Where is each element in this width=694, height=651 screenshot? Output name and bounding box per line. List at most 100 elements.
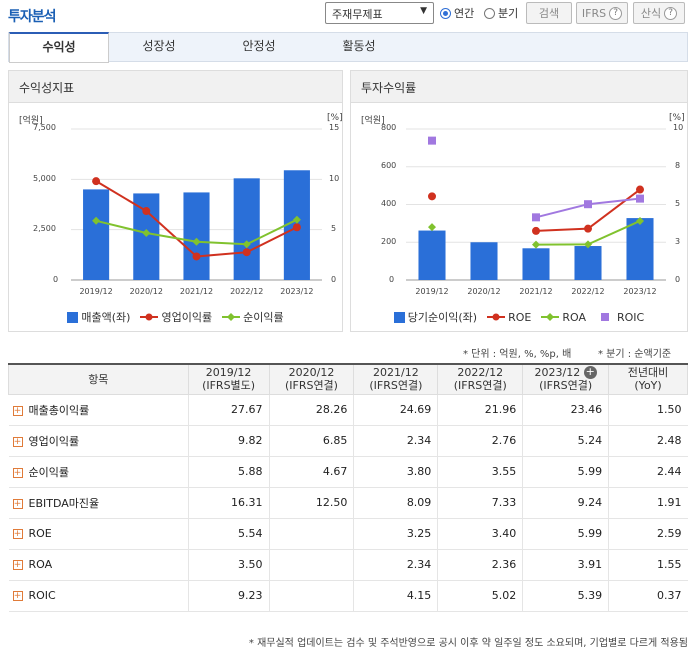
y-right-tick: 10 <box>329 174 340 183</box>
data-point <box>292 223 301 232</box>
series-line <box>535 227 589 232</box>
data-point <box>142 228 151 237</box>
value-cell: 7.33 <box>437 487 523 519</box>
data-point <box>428 136 436 145</box>
unit-note: * 단위 : 억원, %, %p, 배 <box>463 349 572 360</box>
series-line <box>196 251 247 258</box>
expand-icon[interactable]: + <box>12 467 23 478</box>
return-chart: 2019/12 2020/12 2021/12 2022/12 2023/12 <box>406 128 666 296</box>
bar <box>522 248 550 280</box>
legend-item[interactable]: 당기순이익(좌) <box>393 309 477 325</box>
data-point <box>532 213 540 222</box>
chart-legend: 매출액(좌) 영업이익률 순이익률 <box>9 309 342 325</box>
table-row: + ROA 3.50 2.34 2.36 3.91 1.55 <box>8 549 688 581</box>
value-cell: 5.24 <box>522 425 609 457</box>
value-cell: 4.15 <box>353 580 438 612</box>
value-cell: 4.67 <box>268 456 354 488</box>
row-label-cell[interactable]: + ROE <box>8 518 189 550</box>
formula-button[interactable]: 산식 ? <box>633 2 685 24</box>
x-tick-label: 2022/12 <box>571 287 604 296</box>
legend-item[interactable]: ROIC <box>596 309 644 325</box>
value-cell: 2.76 <box>437 425 523 457</box>
bar <box>470 242 498 280</box>
radio-annual-dot[interactable] <box>440 7 451 19</box>
legend-line-swatch <box>487 313 506 321</box>
left-axis-unit: [억원] <box>19 116 43 126</box>
row-label-cell[interactable]: + ROIC <box>8 580 189 612</box>
table-row: + ROE 5.54 3.25 3.40 5.99 2.59 <box>8 518 688 550</box>
expand-icon[interactable]: + <box>12 591 23 601</box>
row-label-cell[interactable]: + 순이익률 <box>8 456 189 488</box>
tab-profitability[interactable]: 수익성 <box>9 32 109 63</box>
legend-item[interactable]: ROE <box>487 309 531 325</box>
legend-item[interactable]: 영업이익률 <box>140 309 212 325</box>
legend-label: ROA <box>562 310 586 324</box>
left-axis-unit: [억원] <box>361 116 385 126</box>
y-right-tick: 3 <box>675 237 681 246</box>
value-cell: 3.80 <box>353 456 438 488</box>
yoy-cell: 2.44 <box>608 456 688 488</box>
value-cell: 16.31 <box>187 487 270 519</box>
table-header-row: 항목 2019/12 (IFRS별도) 2020/12 (IFRS연결) 2021/… <box>8 363 688 395</box>
legend-item[interactable]: ROA <box>541 309 586 325</box>
y-right-tick: 15 <box>329 123 340 132</box>
value-cell: 3.50 <box>187 549 270 581</box>
formula-button-label: 산식 <box>640 7 662 20</box>
row-label-cell[interactable]: + 매출총이익률 <box>8 394 189 426</box>
radio-annual[interactable]: 연간 <box>440 5 474 21</box>
yoy-cell: 2.59 <box>608 518 688 550</box>
value-cell: 2.34 <box>353 425 438 457</box>
row-label-cell[interactable]: + 영업이익률 <box>8 425 189 457</box>
header-yoy-label: 전년대비 <box>627 366 669 380</box>
value-cell: 8.09 <box>353 487 438 519</box>
header-period: 2020/12 (IFRS연결) <box>268 363 355 395</box>
y-left-tick: 600 <box>381 161 397 170</box>
value-cell: 24.69 <box>353 394 438 426</box>
expand-icon[interactable]: + <box>12 405 23 416</box>
value-cell: 28.26 <box>268 394 354 426</box>
tab-activity[interactable]: 활동성 <box>342 39 376 53</box>
row-label-cell[interactable]: + ROA <box>8 549 189 581</box>
row-label-cell[interactable]: + EBITDA마진율 <box>8 487 189 519</box>
radio-quarter-dot[interactable] <box>484 7 495 19</box>
bar <box>418 230 446 280</box>
radio-quarter[interactable]: 분기 <box>484 5 518 21</box>
add-column-icon[interactable]: + <box>583 365 597 380</box>
expand-icon[interactable]: + <box>12 560 23 570</box>
value-cell: 21.96 <box>437 394 523 426</box>
x-tick-label: 2022/12 <box>230 287 263 296</box>
help-icon: ? <box>609 6 623 20</box>
header-yoy-sub: (YoY) <box>634 379 662 393</box>
profitability-table: 항목 2019/12 (IFRS별도) 2020/12 (IFRS연결) 2021/… <box>8 363 688 612</box>
table-row: + 영업이익률 9.82 6.85 2.34 2.76 5.24 2.48 <box>8 425 688 457</box>
legend-item[interactable]: 순이익률 <box>222 309 284 325</box>
help-icon: ? <box>664 6 678 20</box>
right-axis-unit: [%] <box>327 113 343 123</box>
series-line <box>95 219 147 234</box>
legend-item[interactable]: 매출액(좌) <box>67 309 130 325</box>
search-button[interactable]: 검색 <box>526 2 572 24</box>
tab-stability[interactable]: 안정성 <box>242 39 276 53</box>
value-cell: 5.99 <box>522 518 609 550</box>
series-line <box>535 203 589 219</box>
statement-select-value: 주재무제표 <box>332 8 383 21</box>
panel-title: 투자수익률 <box>351 71 687 103</box>
expand-icon[interactable]: + <box>12 498 23 509</box>
legend-bar-swatch <box>393 311 405 323</box>
value-cell: 5.99 <box>522 456 609 488</box>
expand-icon[interactable]: + <box>12 529 23 539</box>
series-line <box>145 210 198 258</box>
x-tick-label: 2020/12 <box>467 287 500 296</box>
statement-select[interactable]: 주재무제표 ▼ <box>325 2 434 24</box>
x-tick-label: 2023/12 <box>280 287 313 296</box>
y-left-tick: 0 <box>53 275 59 284</box>
data-point <box>428 192 436 201</box>
tab-growth[interactable]: 성장성 <box>142 39 176 53</box>
expand-icon[interactable]: + <box>12 436 23 447</box>
header-item: 항목 <box>8 363 189 395</box>
value-cell <box>268 518 354 550</box>
x-tick-label: 2019/12 <box>79 287 112 296</box>
x-tick-label: 2020/12 <box>130 287 163 296</box>
panel-title: 수익성지표 <box>9 71 342 103</box>
ifrs-button[interactable]: IFRS ? <box>576 2 628 24</box>
